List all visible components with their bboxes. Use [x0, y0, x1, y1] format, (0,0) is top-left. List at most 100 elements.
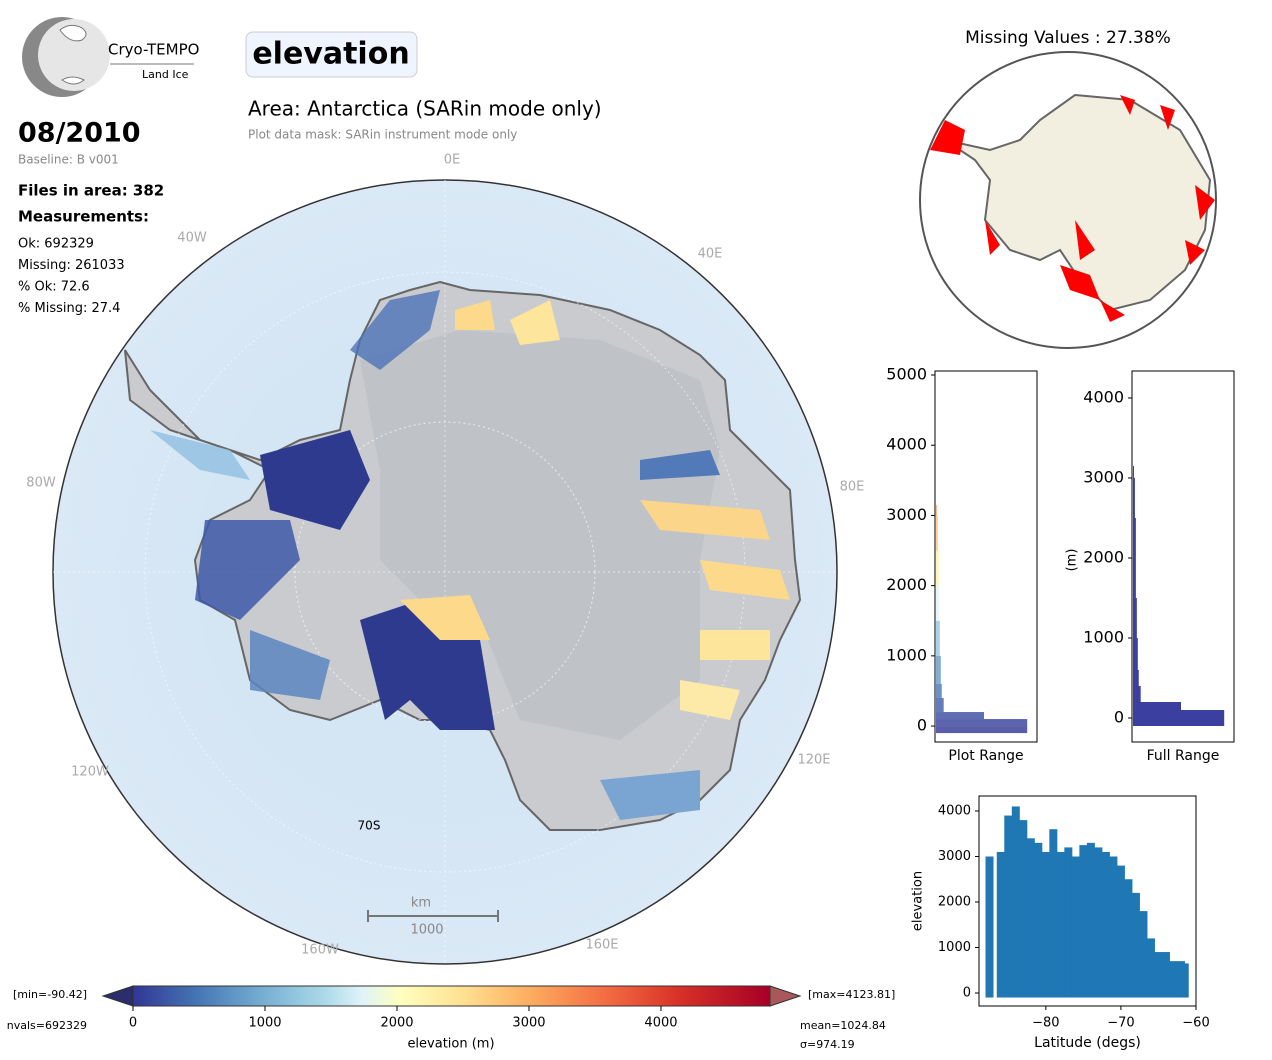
hist-bar	[1133, 709, 1225, 718]
measurements-title: Measurements:	[18, 208, 149, 226]
lon-label: 40W	[177, 231, 207, 246]
hist-bar	[936, 683, 942, 698]
files-count: Files in area: 382	[18, 182, 164, 200]
stat-line: % Missing: 27.4	[18, 301, 120, 316]
y-axis-label: elevation	[911, 871, 926, 931]
hist-bar	[1133, 557, 1136, 598]
scatter-points	[1169, 961, 1178, 998]
scatter-points	[1086, 842, 1095, 998]
y-tick-label: 3000	[938, 849, 971, 864]
cbar-tick-label: 2000	[380, 1016, 413, 1031]
axes-frame	[934, 370, 1038, 743]
x-axis-label: Full Range	[1147, 748, 1220, 764]
baseline: Baseline: B v001	[18, 153, 119, 167]
scatter-points	[1041, 851, 1050, 998]
hist-bar	[936, 655, 941, 684]
hist-bar	[1133, 517, 1136, 558]
cbar-tick-label: 3000	[512, 1016, 545, 1031]
lat-label: 70S	[358, 819, 381, 833]
hist-bar	[936, 585, 939, 621]
hist-bar	[936, 550, 939, 586]
y-tick-label: 0	[963, 985, 971, 1000]
axes-frame	[978, 795, 1197, 1007]
date: 08/2010	[18, 118, 141, 149]
y-tick-label: 0	[917, 716, 927, 735]
scatter-points	[1154, 952, 1163, 998]
scatter-points	[1034, 842, 1043, 998]
y-tick-label: 4000	[886, 435, 927, 454]
scatter-points	[1026, 838, 1035, 998]
scatter-points	[1019, 820, 1028, 998]
scatter-points	[985, 856, 994, 998]
stat-line: Ok: 692329	[18, 237, 94, 252]
scatter-points	[1109, 856, 1118, 998]
hist-bar	[1133, 465, 1134, 478]
lon-label: 120E	[797, 753, 830, 768]
missing-title: Missing Values : 27.38%	[965, 28, 1171, 48]
cbar-mean: mean=1024.84	[800, 1019, 886, 1032]
cbar-nvals: nvals=692329	[7, 1019, 87, 1032]
scatter-points	[1064, 847, 1073, 998]
x-tick-label: −80	[1032, 1016, 1059, 1031]
lon-label: 160W	[301, 943, 339, 958]
scatter-points	[1004, 815, 1013, 998]
scatter-points	[1146, 938, 1155, 998]
hist-bar	[1133, 669, 1139, 686]
x-tick-label: −60	[1182, 1016, 1209, 1031]
hist-bar	[936, 697, 944, 713]
x-axis-label: Latitude (degs)	[1034, 1035, 1141, 1051]
hist-bar	[936, 712, 984, 720]
colorbar: [min=-90.42] nvals=692329 [max=4123.81] …	[7, 985, 895, 1052]
scale-value: 1000	[410, 923, 443, 938]
scatter-points	[1079, 845, 1088, 998]
stat-line: % Ok: 72.6	[18, 280, 90, 295]
hist-bar	[1133, 637, 1138, 670]
scatter-points	[1161, 952, 1170, 998]
lon-label: 120W	[71, 765, 109, 780]
x-axis-label: Plot Range	[948, 748, 1023, 764]
lon-label: 0E	[444, 153, 461, 168]
cbar-max: [max=4123.81]	[808, 988, 895, 1001]
hist-bar	[1133, 701, 1181, 710]
y-tick-label: 1000	[1083, 627, 1124, 646]
scatter-plot: −80 −70 −60 0 1000 2000 3000 4000 Latitude (degs…	[911, 795, 1210, 1051]
lon-label: 160E	[585, 938, 618, 953]
area-title: Area: Antarctica (SARin mode only)	[248, 97, 602, 121]
scatter-points	[1139, 911, 1148, 998]
cbar-extend-low	[101, 985, 134, 1007]
stat-lines: Ok: 692329 Missing: 261033 % Ok: 72.6 % Mis…	[18, 237, 125, 317]
scale-unit: km	[411, 896, 431, 911]
cbar-label: elevation (m)	[407, 1037, 494, 1052]
hist-bar	[936, 515, 938, 551]
hist-bar	[1133, 717, 1225, 726]
y-tick-label: 1000	[938, 940, 971, 955]
scatter-points	[1049, 829, 1058, 998]
hist-bar	[1133, 685, 1141, 702]
hist-plot-range: 0 1000 2000 3000 4000 5000 Plot Range	[886, 365, 1038, 764]
lon-label: 80W	[26, 476, 56, 491]
cbar-sigma: σ=974.19	[800, 1038, 855, 1051]
y-tick-label: 4000	[938, 804, 971, 819]
axes-frame	[1131, 370, 1235, 743]
cbar-tick-label: 4000	[644, 1016, 677, 1031]
cbar-tick-label: 0	[129, 1016, 137, 1031]
scatter-points	[1101, 851, 1110, 998]
y-tick-label: 1000	[886, 645, 927, 664]
hist-bar	[936, 504, 937, 516]
x-tick-label: −70	[1107, 1016, 1134, 1031]
scatter-points	[1094, 847, 1103, 998]
y-tick-label: 4000	[1083, 387, 1124, 406]
y-axis-label: (m)	[1065, 549, 1080, 572]
stat-line: Missing: 261033	[18, 258, 125, 273]
y-tick-label: 5000	[886, 365, 927, 384]
hist-bar	[1133, 477, 1135, 518]
logo-subtitle: Land Ice	[142, 68, 189, 81]
cbar-min: [min=-90.42]	[13, 988, 87, 1001]
variable-name: elevation	[252, 37, 409, 72]
scatter-points	[1116, 865, 1125, 998]
lon-labels: 0E 40E 80E 120E 160E 160W 120W 80W 40W	[26, 153, 864, 958]
hist-full-range: 0 1000 2000 3000 4000 Full Range (m)	[1065, 370, 1235, 764]
scatter-points	[1056, 851, 1065, 998]
scatter-points	[1124, 879, 1133, 998]
cbar-extend-high	[769, 985, 802, 1007]
